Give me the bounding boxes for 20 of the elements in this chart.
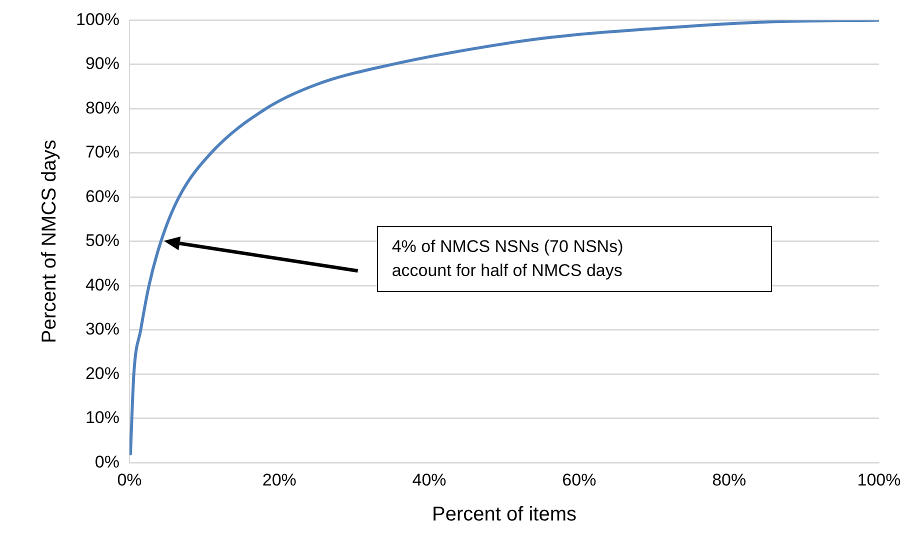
x-tick-label: 80% xyxy=(712,470,746,490)
y-tick-label: 20% xyxy=(85,364,120,383)
text-box: 4% of NMCS NSNs (70 NSNs) account for half of NMCS days xyxy=(376,226,772,292)
y-tick-label: 50% xyxy=(85,231,120,250)
y-tick-label: 100% xyxy=(76,10,120,29)
x-tick-label: 20% xyxy=(262,470,296,490)
y-tick-label: 80% xyxy=(85,98,120,118)
y-tick-label: 70% xyxy=(85,142,120,162)
x-axis-title: Percent of items xyxy=(432,504,576,526)
y-tick-label: 30% xyxy=(85,320,120,339)
y-tick-label: 60% xyxy=(85,186,120,206)
y-tick-label: 40% xyxy=(85,275,120,294)
x-tick-label: 0% xyxy=(117,470,142,490)
y-tick-label: 90% xyxy=(85,54,120,74)
x-tick-label: 100% xyxy=(857,470,901,490)
y-axis-title: Percent of NMCS days xyxy=(38,140,61,344)
y-tick-label: 0% xyxy=(94,452,120,472)
x-tick-label: 60% xyxy=(562,470,596,490)
x-tick-label: 40% xyxy=(412,470,446,490)
y-tick-label: 10% xyxy=(85,408,120,428)
